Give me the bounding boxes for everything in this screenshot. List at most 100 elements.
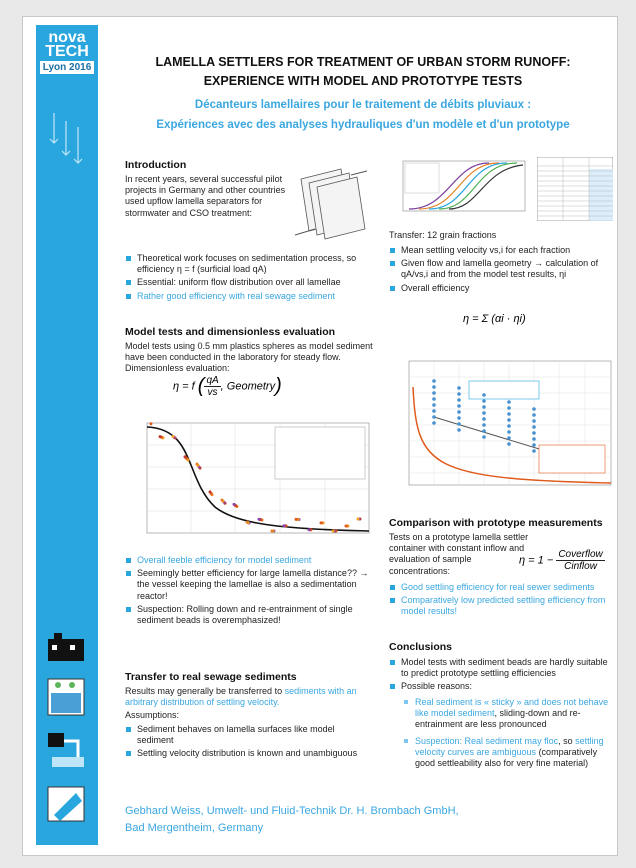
bullet: Overall efficiency bbox=[389, 283, 615, 294]
decoration bbox=[159, 435, 162, 438]
decoration bbox=[357, 517, 360, 520]
lamella-illustration bbox=[291, 165, 373, 243]
decoration bbox=[482, 435, 486, 439]
grain-distribution-chart bbox=[389, 159, 529, 219]
section-heading: Introduction bbox=[125, 159, 186, 171]
formula: η = Σ (αi · ηi) bbox=[463, 313, 526, 325]
decoration bbox=[532, 425, 536, 429]
decoration bbox=[457, 386, 461, 390]
paragraph: Assumptions: bbox=[125, 710, 179, 721]
paragraph: Transfer: 12 grain fractions bbox=[389, 230, 496, 241]
bullet-list: Sediment behaves on lamella surfaces lik… bbox=[125, 724, 365, 762]
decoration bbox=[432, 385, 436, 389]
sub-bullet: Real sediment is « sticky » and does not… bbox=[403, 697, 615, 731]
decoration bbox=[258, 518, 261, 521]
decoration bbox=[283, 524, 286, 527]
text-part: , so bbox=[558, 736, 575, 746]
decoration bbox=[308, 528, 311, 531]
logo-word: TECH bbox=[40, 45, 94, 59]
efficiency-chart bbox=[125, 419, 375, 549]
bullet: Sediment behaves on lamella surfaces lik… bbox=[125, 724, 365, 746]
bullet: Essential: uniform flow distribution ove… bbox=[125, 277, 375, 288]
section-heading: Comparison with prototype measurements bbox=[389, 517, 603, 529]
decoration bbox=[457, 428, 461, 432]
numerator: Coverflow bbox=[556, 549, 604, 561]
paragraph: Model tests using 0.5 mm plastics sphere… bbox=[125, 341, 375, 375]
formula: η = f (qAvs, Geometry) bbox=[173, 375, 282, 398]
decoration bbox=[295, 518, 298, 521]
decoration bbox=[271, 530, 274, 533]
bullet: Good settling efficiency for real sewer … bbox=[389, 582, 615, 593]
decoration bbox=[209, 490, 212, 493]
decoration bbox=[432, 403, 436, 407]
decoration bbox=[457, 398, 461, 402]
bullet: Given flow and lamella geometry → calcul… bbox=[389, 258, 615, 280]
bullet: Rather good efficiency with real sewage … bbox=[125, 291, 375, 302]
decoration bbox=[172, 435, 175, 438]
text-part: Results may generally be transferred to bbox=[125, 686, 285, 696]
bullet: Mean settling velocity vs,i for each fra… bbox=[389, 245, 615, 256]
decoration bbox=[507, 406, 511, 410]
bullet: Possible reasons: bbox=[389, 681, 615, 692]
decoration bbox=[482, 405, 486, 409]
section-heading: Model tests and dimensionless evaluation bbox=[125, 326, 335, 338]
footer-line: Gebhard Weiss, Umwelt- und Fluid-Technik… bbox=[125, 803, 459, 820]
subtitle-line: Décanteurs lamellaires pour le traitemen… bbox=[113, 95, 613, 115]
decoration bbox=[332, 530, 335, 533]
decoration bbox=[507, 436, 511, 440]
decoration bbox=[532, 443, 536, 447]
bullet: Comparatively low predicted settling eff… bbox=[389, 595, 615, 617]
sidebar-icons bbox=[46, 631, 88, 843]
bullet: Seemingly better efficiency for large la… bbox=[125, 568, 375, 602]
decoration bbox=[432, 391, 436, 395]
decoration bbox=[482, 393, 486, 397]
logo-arrows bbox=[44, 113, 90, 173]
bullet-list: Theoretical work focuses on sedimentatio… bbox=[125, 253, 375, 304]
decoration bbox=[457, 422, 461, 426]
formula-rest: , Geometry bbox=[221, 380, 275, 392]
bullet: Settling velocity distribution is known … bbox=[125, 748, 365, 759]
decoration bbox=[320, 521, 323, 524]
decoration bbox=[482, 417, 486, 421]
bullet: Theoretical work focuses on sedimentatio… bbox=[125, 253, 375, 275]
denominator: vs bbox=[204, 387, 220, 398]
decoration bbox=[432, 397, 436, 401]
paragraph: Results may generally be transferred to … bbox=[125, 686, 375, 708]
decoration bbox=[432, 379, 436, 383]
settling-velocity-table bbox=[537, 157, 613, 221]
header: LAMELLA SETTLERS FOR TREATMENT OF URBAN … bbox=[113, 53, 613, 135]
formula-lhs: η = f bbox=[173, 380, 195, 392]
decoration bbox=[532, 449, 536, 453]
decoration bbox=[532, 407, 536, 411]
decoration bbox=[507, 400, 511, 404]
decoration bbox=[507, 424, 511, 428]
decoration bbox=[507, 412, 511, 416]
bullet: Suspection: Rolling down and re-entrainm… bbox=[125, 604, 375, 626]
decoration bbox=[432, 421, 436, 425]
decoration bbox=[507, 430, 511, 434]
footer-line: Bad Mergentheim, Germany bbox=[125, 820, 459, 837]
decoration bbox=[233, 503, 236, 506]
prototype-chart bbox=[389, 357, 615, 507]
decoration bbox=[196, 463, 199, 466]
title-line: LAMELLA SETTLERS FOR TREATMENT OF URBAN … bbox=[113, 53, 613, 72]
numerator: qA bbox=[204, 375, 220, 387]
subtitle-line: Expériences avec des analyses hydrauliqu… bbox=[113, 115, 613, 135]
sub-bullet-list: Real sediment is « sticky » and does not… bbox=[403, 697, 615, 771]
decoration bbox=[457, 410, 461, 414]
decoration bbox=[246, 521, 249, 524]
decoration bbox=[150, 422, 153, 425]
decoration bbox=[507, 442, 511, 446]
logo-year: Lyon 2016 bbox=[40, 61, 94, 74]
page: nova TECH Lyon 2016 LAMELLA SETTLERS FOR… bbox=[0, 0, 636, 868]
decoration bbox=[482, 399, 486, 403]
text-part: Suspection: Real sediment may floc bbox=[415, 736, 558, 746]
sidebar: nova TECH Lyon 2016 bbox=[36, 25, 98, 845]
footer: Gebhard Weiss, Umwelt- und Fluid-Technik… bbox=[125, 803, 459, 837]
sub-bullet: Suspection: Real sediment may floc, so s… bbox=[403, 736, 615, 770]
poster: nova TECH Lyon 2016 LAMELLA SETTLERS FOR… bbox=[22, 16, 618, 856]
paragraph: Tests on a prototype lamella settler con… bbox=[389, 532, 529, 577]
decoration bbox=[532, 431, 536, 435]
